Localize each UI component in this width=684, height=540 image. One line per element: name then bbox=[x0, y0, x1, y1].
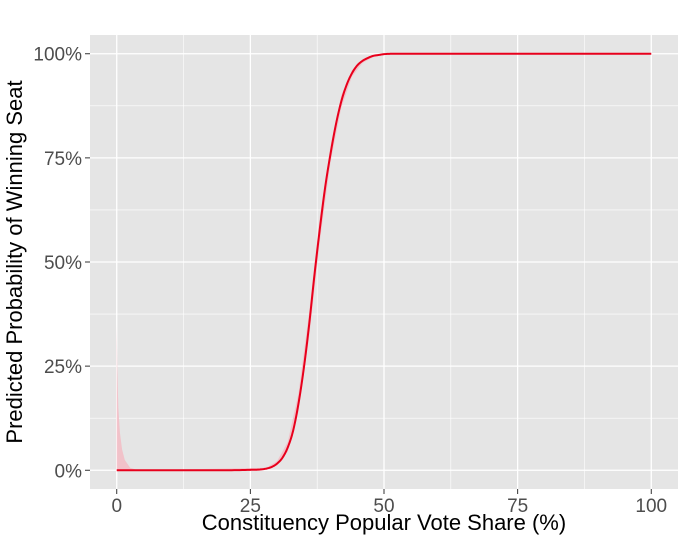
x-tick-label: 75 bbox=[507, 496, 528, 517]
y-tick-label: 0% bbox=[55, 461, 83, 482]
probability-line bbox=[116, 52, 652, 472]
x-tick-label: 50 bbox=[373, 496, 394, 517]
grid-major bbox=[90, 35, 678, 489]
y-tick-label: 25% bbox=[44, 357, 82, 378]
y-tick-label: 50% bbox=[44, 253, 82, 274]
x-tick-label: 100 bbox=[635, 496, 667, 517]
y-axis-title: Predicted Probability of Winning Seat bbox=[2, 80, 27, 443]
x-axis-title: Constituency Popular Vote Share (%) bbox=[202, 510, 566, 535]
x-tick-label: 0 bbox=[111, 496, 122, 517]
x-axis-ticks: 0 25 50 75 100 bbox=[111, 489, 667, 517]
x-tick-label: 25 bbox=[240, 496, 261, 517]
y-axis-ticks: 0% 25% 50% 75% 100% bbox=[33, 45, 90, 482]
y-tick-label: 75% bbox=[44, 149, 82, 170]
y-tick-label: 100% bbox=[33, 45, 82, 66]
